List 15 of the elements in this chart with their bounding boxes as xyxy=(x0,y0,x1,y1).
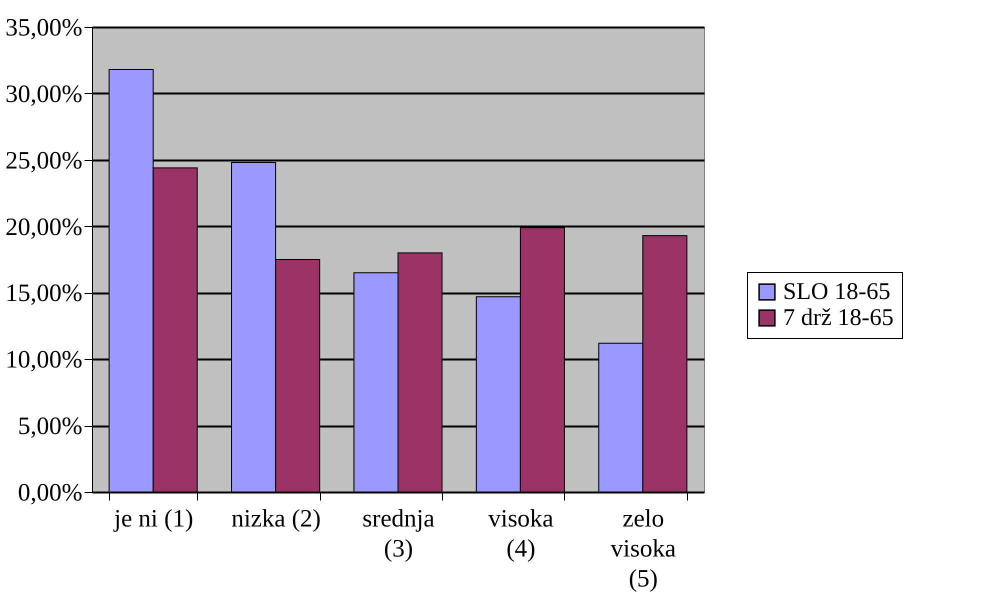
x-tick-label: srednja (3) xyxy=(362,506,435,562)
y-tick-label: 35,00% xyxy=(5,14,82,42)
legend-label: SLO 18-65 xyxy=(783,279,890,305)
y-tick-label: 30,00% xyxy=(5,80,82,108)
legend-label: 7 drž 18-65 xyxy=(783,305,894,331)
x-tick-label: zelo visoka (5) xyxy=(610,506,676,592)
y-tick-label: 5,00% xyxy=(18,413,82,440)
y-tick-label: 15,00% xyxy=(5,280,82,308)
x-tick-label: visoka (4) xyxy=(488,506,554,562)
x-tick-label: je ni (1) xyxy=(113,506,194,532)
y-tick-label: 25,00% xyxy=(5,147,82,174)
y-tick-label: 10,00% xyxy=(5,346,82,374)
x-tick-label: nizka (2) xyxy=(231,506,321,532)
y-tick-label: 0,00% xyxy=(18,480,82,506)
y-tick-label: 20,00% xyxy=(5,214,82,241)
